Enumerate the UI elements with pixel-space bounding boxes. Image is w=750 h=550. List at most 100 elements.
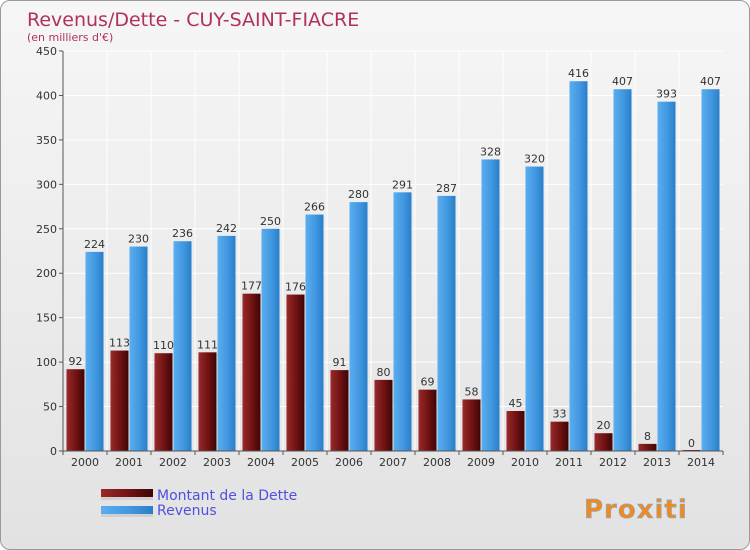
proxiti-logo: Proxiti	[584, 495, 688, 526]
x-tick-label: 2005	[291, 456, 319, 469]
bars: 92 224 113 230 110 236 111 242 177 250 176 266 91 280…	[66, 67, 721, 452]
legend-label-dette: Montant de la Dette	[157, 488, 297, 504]
x-tick-label: 2014	[687, 456, 715, 469]
bar-dette	[198, 352, 217, 451]
data-label-revenus: 287	[436, 182, 457, 195]
x-tick-label: 2004	[247, 456, 275, 469]
data-label-dette: 69	[421, 376, 435, 389]
data-label-revenus: 291	[392, 178, 413, 191]
x-axis: 2000 2001 2002 2003 2004 2005 2006 2007 2008 2009…	[62, 450, 724, 469]
x-tick-label: 2002	[159, 456, 187, 469]
x-tick-label: 2006	[335, 456, 363, 469]
bar-dette	[242, 293, 261, 451]
data-label-revenus: 236	[172, 227, 193, 240]
bar-revenus	[613, 89, 632, 451]
data-label-revenus: 230	[128, 233, 149, 246]
y-tick-label: 250	[36, 223, 57, 236]
y-tick-label: 50	[43, 401, 57, 414]
data-label-revenus: 407	[612, 75, 633, 88]
data-label-dette: 8	[644, 430, 651, 443]
data-label-dette: 80	[377, 366, 391, 379]
bar-revenus	[701, 89, 720, 451]
data-label-dette: 110	[153, 339, 174, 352]
grid-lines	[63, 50, 723, 452]
x-tick-label: 2001	[115, 456, 143, 469]
bar-revenus	[349, 202, 368, 451]
bar-revenus	[393, 192, 412, 452]
y-tick-label: 0	[50, 445, 57, 458]
chart-title: Revenus/Dette - CUY-SAINT-FIACRE	[27, 9, 359, 31]
y-tick-label: 200	[36, 267, 57, 280]
bar-dette	[418, 389, 437, 451]
bar-dette	[594, 433, 613, 451]
x-tick-label: 2003	[203, 456, 231, 469]
data-label-dette: 91	[333, 356, 347, 369]
bar-revenus	[657, 101, 676, 452]
data-label-revenus: 320	[524, 153, 545, 166]
x-tick-label: 2007	[379, 456, 407, 469]
bar-dette	[154, 353, 173, 451]
bar-dette	[110, 350, 129, 451]
y-tick-label: 400	[36, 89, 57, 102]
bar-dette	[374, 379, 393, 451]
data-label-dette: 20	[597, 419, 611, 432]
bar-dette	[638, 443, 657, 451]
x-tick-label: 2000	[71, 456, 99, 469]
bar-revenus	[173, 241, 192, 451]
x-tick-label: 2010	[511, 456, 539, 469]
legend-swatch-revenus-shadow	[101, 514, 153, 517]
legend-swatch-dette	[101, 489, 153, 497]
y-tick-label: 450	[36, 45, 57, 58]
bar-revenus	[217, 235, 236, 451]
data-label-revenus: 242	[216, 222, 237, 235]
bar-revenus	[525, 166, 544, 452]
bar-dette	[66, 369, 85, 451]
bar-revenus	[437, 195, 456, 451]
y-tick-label: 100	[36, 356, 57, 369]
bar-revenus	[569, 81, 588, 451]
data-label-revenus: 393	[656, 88, 677, 101]
legend-label-revenus: Revenus	[157, 503, 217, 519]
data-label-revenus: 407	[700, 75, 721, 88]
y-axis: 0 50 100 150 200 250 300 350 400 450	[36, 45, 64, 458]
legend-swatch-revenus	[101, 506, 153, 514]
data-label-revenus: 266	[304, 201, 325, 214]
data-label-revenus: 250	[260, 215, 281, 228]
bar-dette	[462, 399, 481, 451]
y-tick-label: 350	[36, 134, 57, 147]
chart-subtitle: (en milliers d'€)	[27, 31, 113, 44]
data-label-dette: 45	[509, 397, 523, 410]
legend-swatch-dette-shadow	[101, 497, 153, 500]
data-label-revenus: 328	[480, 145, 501, 158]
proxiti-logo-text: Proxiti	[584, 495, 688, 525]
data-label-revenus: 224	[84, 238, 105, 251]
bar-revenus	[261, 228, 280, 451]
bar-dette	[286, 294, 305, 451]
legend: Montant de la Dette Revenus	[101, 488, 297, 519]
bar-dette	[506, 411, 525, 451]
data-label-dette: 177	[241, 280, 262, 293]
data-label-dette: 58	[465, 385, 479, 398]
x-tick-label: 2009	[467, 456, 495, 469]
data-label-revenus: 280	[348, 188, 369, 201]
data-label-revenus: 416	[568, 67, 589, 80]
data-label-dette: 176	[285, 281, 306, 294]
data-label-dette: 92	[69, 355, 83, 368]
bar-revenus	[481, 159, 500, 451]
x-tick-label: 2011	[555, 456, 583, 469]
bar-dette	[550, 421, 569, 451]
y-tick-label: 300	[36, 178, 57, 191]
y-tick-label: 150	[36, 312, 57, 325]
x-tick-label: 2008	[423, 456, 451, 469]
x-tick-label: 2013	[643, 456, 671, 469]
data-label-dette: 111	[197, 338, 218, 351]
x-tick-label: 2012	[599, 456, 627, 469]
data-label-dette: 0	[688, 437, 695, 450]
bar-revenus	[305, 214, 324, 451]
data-label-dette: 113	[109, 337, 130, 350]
bar-revenus	[129, 246, 148, 451]
bar-dette	[330, 370, 349, 451]
data-label-dette: 33	[553, 408, 567, 421]
